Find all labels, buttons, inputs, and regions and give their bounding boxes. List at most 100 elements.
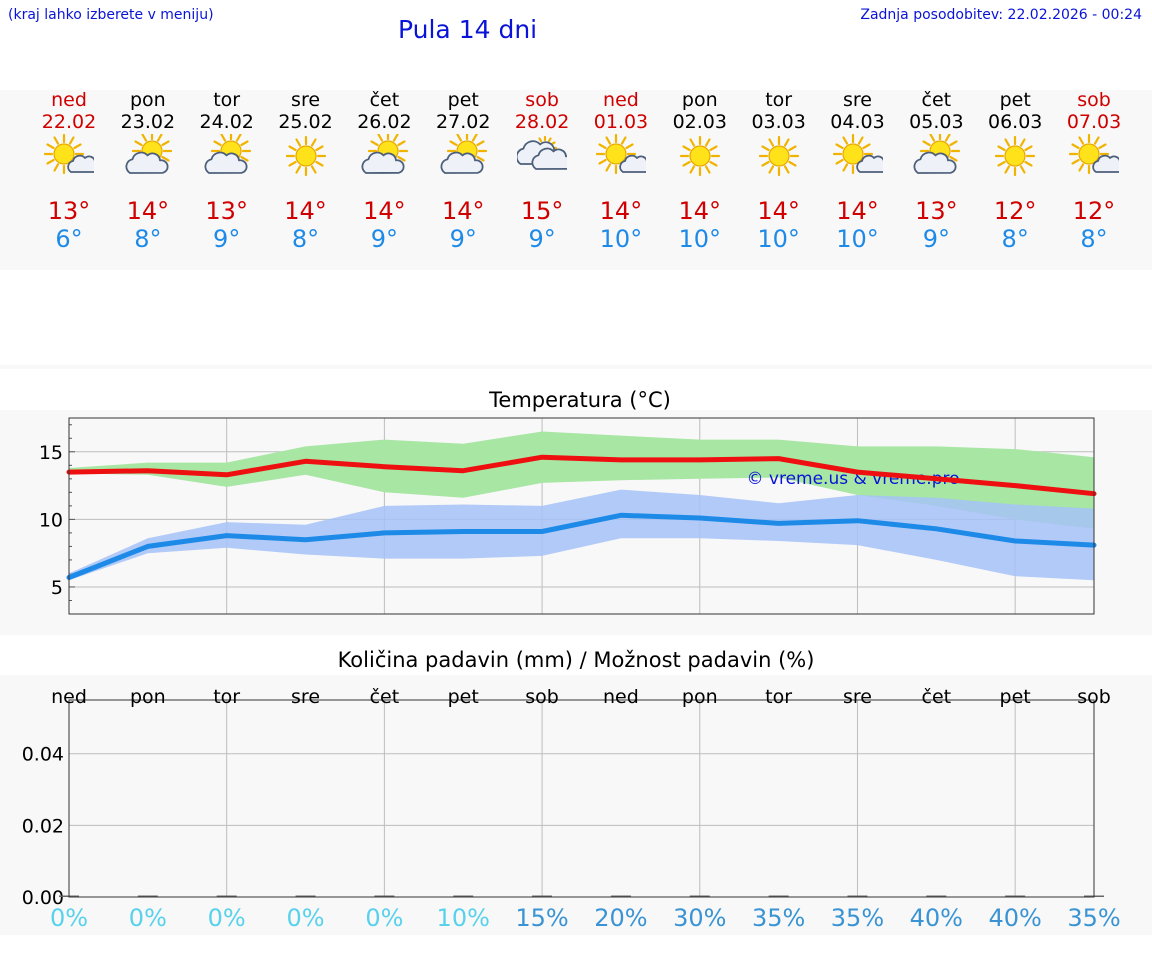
precipitation-bar bbox=[216, 895, 237, 897]
precip-probability: 35% bbox=[1067, 904, 1121, 932]
temp-high: 14° bbox=[441, 197, 485, 225]
day-name: pon bbox=[129, 89, 166, 111]
precip-day-label: pon bbox=[681, 686, 718, 708]
last-updated: Zadnja posodobitev: 22.02.2026 - 00:24 bbox=[860, 7, 1142, 23]
temp-low: 9° bbox=[449, 225, 477, 253]
temp-low: 8° bbox=[291, 225, 320, 253]
precip-day-label: sre bbox=[842, 686, 872, 708]
precip-day-label: pet bbox=[999, 686, 1031, 708]
precip-day-label: tor bbox=[213, 686, 241, 708]
day-date: 07.03 bbox=[1066, 111, 1122, 133]
temp-high: 13° bbox=[47, 197, 91, 225]
page-title: Pula 14 dni bbox=[398, 15, 538, 44]
temp-high: 14° bbox=[363, 197, 406, 225]
day-name: tor bbox=[213, 89, 241, 111]
temp-high: 14° bbox=[757, 197, 800, 225]
precipitation-bar bbox=[532, 895, 553, 897]
day-date: 28.02 bbox=[514, 111, 570, 133]
precipitation-chart-title: Količina padavin (mm) / Možnost padavin … bbox=[337, 648, 815, 672]
sun-small-cloud-icon bbox=[595, 133, 654, 178]
temp-low: 8° bbox=[134, 225, 162, 253]
precip-day-label: tor bbox=[765, 686, 793, 708]
temp-high: 13° bbox=[915, 197, 958, 225]
day-column: pet 06.03 12° 8° bbox=[965, 89, 1065, 259]
sun-icon bbox=[281, 134, 331, 178]
temp-low: 6° bbox=[55, 225, 83, 253]
day-column: sob 07.03 12° 8° bbox=[1044, 89, 1144, 259]
forecast-strip bbox=[0, 90, 1152, 270]
sun-small-cloud-icon bbox=[1068, 133, 1128, 178]
max-temperature-line bbox=[66, 454, 1097, 497]
day-column: ned 01.03 14° 10° bbox=[571, 89, 671, 259]
partly-cloudy-icon bbox=[438, 130, 488, 178]
temp-high: 12° bbox=[993, 197, 1037, 225]
day-column: tor 03.03 14° 10° bbox=[729, 89, 829, 259]
precip-day-label: ned bbox=[603, 686, 639, 708]
day-date: 03.03 bbox=[751, 111, 806, 133]
precipitation-bar bbox=[137, 895, 158, 897]
day-date: 27.02 bbox=[436, 111, 491, 133]
temp-low: 8° bbox=[1001, 225, 1029, 253]
precipitation-bar bbox=[295, 895, 316, 897]
precip-probability: 30% bbox=[673, 904, 727, 932]
temp-high: 15° bbox=[520, 197, 564, 225]
y-tick-label: 10 bbox=[39, 509, 63, 531]
partly-cloudy-icon bbox=[359, 130, 409, 178]
y-tick-label: 0.04 bbox=[22, 744, 64, 766]
y-tick-label: 0.02 bbox=[22, 815, 64, 837]
day-date: 23.02 bbox=[120, 111, 176, 133]
precip-day-label: sob bbox=[525, 686, 559, 708]
day-name: ned bbox=[51, 89, 87, 111]
precip-probability: 35% bbox=[751, 904, 806, 932]
day-column: sob 28.02 15° 9° bbox=[492, 89, 592, 259]
day-date: 01.03 bbox=[593, 111, 649, 133]
precipitation-bar bbox=[926, 895, 947, 897]
temp-high: 13° bbox=[205, 197, 248, 225]
precipitation-plot-area bbox=[69, 700, 1094, 897]
day-name: čet bbox=[369, 89, 400, 111]
day-name: tor bbox=[765, 89, 793, 111]
sun-icon bbox=[754, 134, 804, 178]
temp-high: 14° bbox=[836, 197, 879, 225]
day-name: sre bbox=[291, 89, 321, 111]
precip-day-label: sre bbox=[291, 686, 321, 708]
temp-low: 10° bbox=[678, 225, 722, 253]
precipitation-bar bbox=[374, 895, 395, 897]
temp-high: 14° bbox=[126, 197, 170, 225]
location-hint[interactable]: (kraj lahko izberete v meniju) bbox=[8, 7, 214, 23]
temp-high: 14° bbox=[284, 197, 327, 225]
day-date: 22.02 bbox=[41, 111, 97, 133]
day-name: pet bbox=[447, 89, 479, 111]
precip-day-label: ned bbox=[51, 686, 87, 708]
day-date: 05.03 bbox=[909, 111, 964, 133]
max-temperature-band bbox=[69, 431, 1094, 529]
day-date: 25.02 bbox=[278, 111, 333, 133]
precip-probability: 35% bbox=[830, 904, 885, 932]
precip-day-label: pon bbox=[129, 686, 166, 708]
day-name: sob bbox=[525, 89, 559, 111]
day-column: čet 05.03 13° 9° bbox=[886, 89, 986, 259]
y-tick-label: 15 bbox=[39, 442, 63, 464]
precip-probability: 40% bbox=[909, 904, 963, 932]
day-column: čet 26.02 14° 9° bbox=[334, 89, 434, 259]
y-tick-label: 0.00 bbox=[22, 887, 64, 909]
precip-day-label: čet bbox=[921, 686, 952, 708]
day-column: tor 24.02 13° 9° bbox=[177, 89, 277, 259]
temp-low: 9° bbox=[213, 225, 241, 253]
day-date: 24.02 bbox=[199, 111, 254, 133]
temp-low: 9° bbox=[370, 225, 399, 253]
precip-probability: 20% bbox=[594, 904, 648, 932]
precip-day-label: čet bbox=[369, 686, 400, 708]
precip-probability: 0% bbox=[365, 904, 404, 932]
min-temperature-line bbox=[66, 512, 1097, 580]
precip-day-label: pet bbox=[447, 686, 479, 708]
day-column: sre 25.02 14° 8° bbox=[256, 89, 356, 259]
day-date: 04.03 bbox=[830, 111, 885, 133]
y-tick-label: 5 bbox=[51, 577, 63, 599]
precip-probability: 10% bbox=[436, 904, 490, 932]
precipitation-bar bbox=[453, 895, 474, 897]
day-column: ned 22.02 13° 6° bbox=[19, 89, 119, 259]
day-name: ned bbox=[603, 89, 639, 111]
